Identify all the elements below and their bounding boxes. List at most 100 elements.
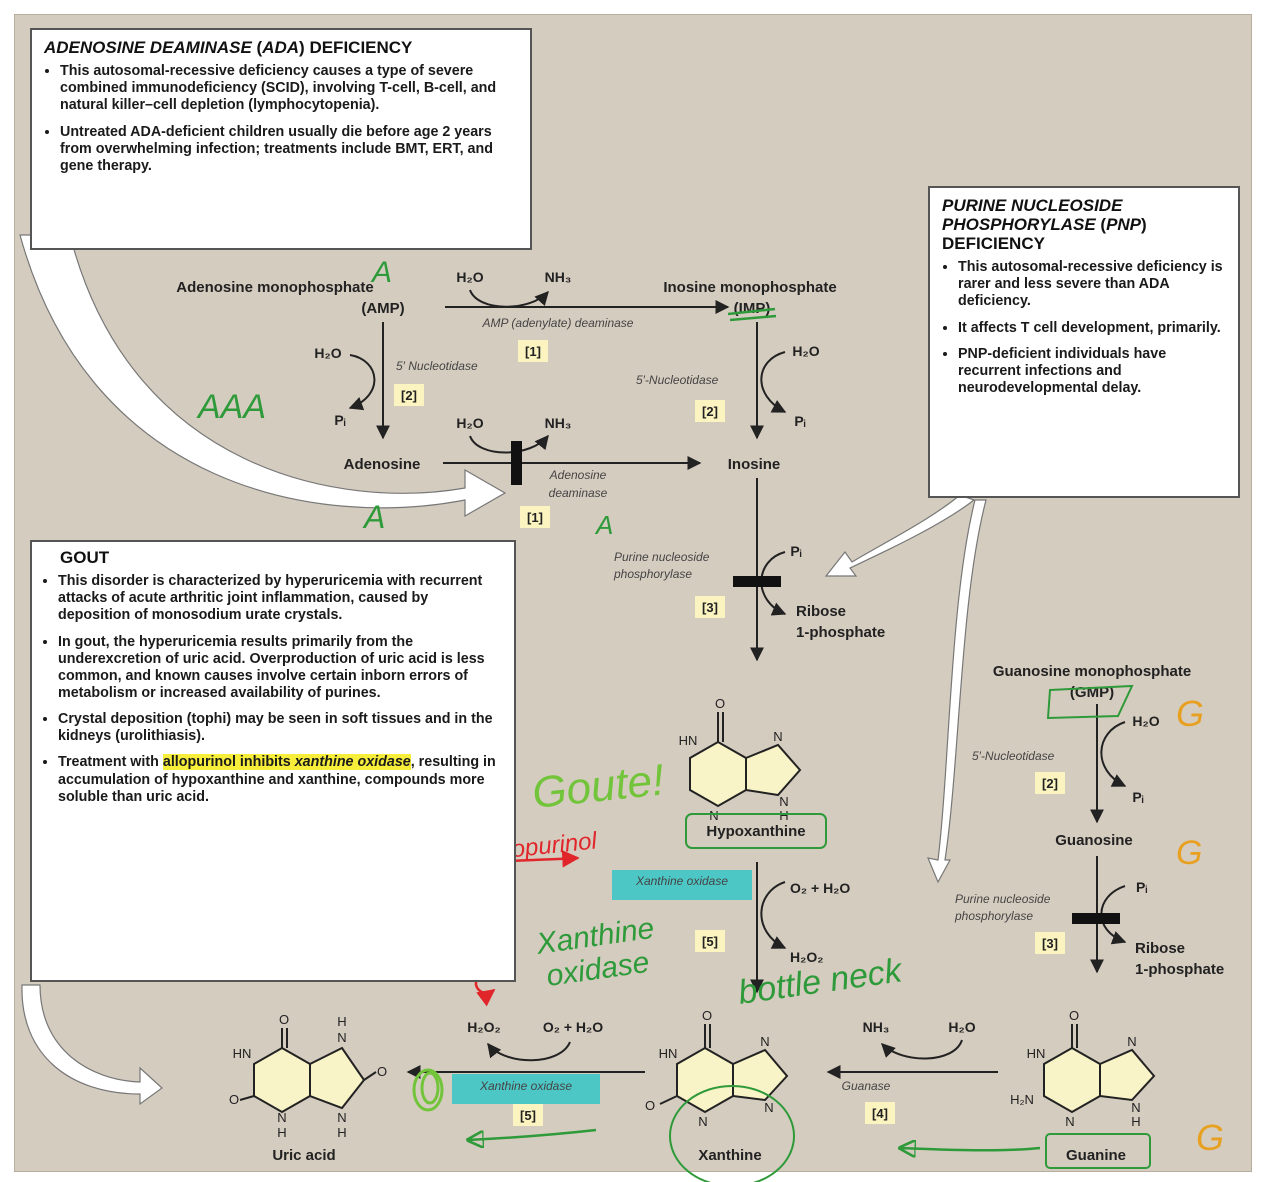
- nh3-guanase: NH₃: [863, 1019, 890, 1035]
- guanase-label: Guanase: [842, 1079, 891, 1093]
- svg-text:O: O: [377, 1064, 387, 1079]
- xo-top-cyan-highlight: [612, 870, 752, 900]
- step4-badge: [865, 1102, 895, 1124]
- svg-text:N: N: [764, 1100, 773, 1115]
- gmp-nucleotidase-label: 5′-Nucleotidase: [972, 749, 1055, 763]
- ink-guanine-box: [1045, 1133, 1151, 1169]
- svg-text:HN: HN: [659, 1046, 678, 1061]
- svg-text:HN: HN: [1027, 1046, 1046, 1061]
- pnp-to-inosine-arrow: [824, 494, 976, 577]
- gout-box-title: GOUT: [60, 548, 110, 567]
- svg-text:O: O: [229, 1092, 239, 1107]
- svg-text:H: H: [337, 1014, 346, 1029]
- xanthine-oxidase-highlight: xanthine oxidase: [294, 754, 411, 771]
- gmp-label: Guanosine monophosphate: [993, 663, 1191, 680]
- pnp-bullet-2: It affects T cell development, primarily…: [958, 320, 1228, 337]
- pnp-box-title: PURINE NUCLEOSIDE PHOSPHORYLASE (PNP) DE…: [942, 196, 1147, 254]
- nh3-ada: NH₃: [545, 415, 572, 431]
- h2o-amp-deaminase: H₂O: [456, 269, 483, 285]
- ink-red-down-arrow: [474, 868, 496, 1007]
- ink-g-guanine: G: [1196, 1117, 1224, 1158]
- ink-g-gmp: G: [1176, 693, 1204, 734]
- h2o2-bottom: H₂O₂: [467, 1019, 500, 1035]
- pnp-to-guanosine-arrow: [927, 499, 987, 884]
- nucleotidase-right-side-arrow: [760, 351, 787, 413]
- ink-guanine-to-xanthine-arrow: [900, 1148, 1041, 1150]
- h2o-right-nucleotidase: H₂O: [792, 343, 819, 359]
- ink-aaa: AAA: [196, 388, 266, 426]
- h2o-guanase: H₂O: [948, 1019, 975, 1035]
- amp-deaminase-label: AMP (adenylate) deaminase: [482, 316, 634, 330]
- step2-left: [2]: [401, 388, 417, 403]
- pi-pnp-top: Pᵢ: [790, 543, 801, 559]
- gout-curved-arrow: [21, 984, 163, 1106]
- guanosine-label: Guanosine: [1055, 832, 1133, 849]
- xo-top-side-arrow: [760, 881, 787, 949]
- pnp-bullet-1: This autosomal-recessive deficiency is r…: [958, 259, 1228, 310]
- gout-bullet-1: This disorder is characterized by hyperu…: [58, 573, 504, 624]
- nucleotidase-left-label: 5′ Nucleotidase: [396, 359, 478, 373]
- gmp-nucleotidase-side-arrow: [1100, 721, 1127, 787]
- xo-bottom-side-arrow: [487, 1041, 571, 1062]
- ink-xanthine-circle: [669, 1085, 795, 1182]
- ada-box-title: ADENOSINE DEAMINASE (ADA) DEFICIENCY: [44, 38, 413, 57]
- ink-xanthine-to-uric-arrow: [468, 1128, 597, 1140]
- pnp-block-bar-top: [733, 576, 781, 587]
- svg-text:N: N: [698, 1114, 707, 1129]
- step5-bottom-badge: [513, 1104, 543, 1126]
- amp-deaminase-side-arrow: [469, 289, 549, 308]
- gout-bullet-3: Crystal deposition (tophi) may be seen i…: [58, 711, 504, 745]
- step1-ada-badge: [520, 506, 550, 528]
- svg-text:H: H: [779, 808, 788, 823]
- ink-hypoxanthine-box: [685, 813, 827, 849]
- guanine-structure: O HN N H₂N N N H: [1010, 1008, 1156, 1129]
- h2o-left-nucleotidase: H₂O: [314, 345, 341, 361]
- xo-top-label: Xanthine oxidase: [635, 874, 728, 888]
- ribose1p-bottom-a: Ribose: [1135, 940, 1185, 957]
- amp-label: Adenosine monophosphate: [176, 279, 374, 296]
- ada-bullet-1: This autosomal-recessive deficiency caus…: [60, 63, 520, 114]
- ada-block-bar: [511, 441, 522, 485]
- ribose1p-bottom-b: 1-phosphate: [1135, 961, 1224, 978]
- xanthine-label: Xanthine: [698, 1147, 761, 1164]
- svg-text:H: H: [1131, 1114, 1140, 1129]
- ink-scribble-b: [420, 1071, 440, 1105]
- svg-text:HN: HN: [233, 1046, 252, 1061]
- ribose1p-top-a: Ribose: [796, 603, 846, 620]
- step4: [4]: [872, 1106, 888, 1121]
- gout-box: GOUT This disorder is characterized by h…: [30, 540, 516, 982]
- svg-text:N: N: [779, 794, 788, 809]
- svg-text:H₂N: H₂N: [1010, 1092, 1034, 1107]
- svg-text:O: O: [279, 1012, 289, 1027]
- svg-text:O: O: [645, 1098, 655, 1113]
- uric-acid-label: Uric acid: [272, 1147, 335, 1164]
- svg-text:N: N: [760, 1034, 769, 1049]
- svg-text:N: N: [337, 1110, 346, 1125]
- step5-top-badge: [695, 930, 725, 952]
- step1-ada: [1]: [527, 510, 543, 525]
- svg-text:O: O: [1069, 1008, 1079, 1023]
- step5-bottom: [5]: [520, 1108, 536, 1123]
- pnp-top-label-2: phosphorylase: [613, 567, 692, 581]
- h2o-ada: H₂O: [456, 415, 483, 431]
- svg-text:N: N: [1131, 1100, 1140, 1115]
- guanine-label: Guanine: [1066, 1147, 1126, 1164]
- pi-right-nucleotidase: Pᵢ: [794, 413, 805, 429]
- ink-a-adenosine: A: [362, 499, 385, 535]
- adenosine-label: Adenosine: [344, 456, 421, 473]
- step3-bottom-badge: [1035, 932, 1065, 954]
- ada-enzyme-label-2: deaminase: [549, 486, 608, 500]
- nucleotidase-left-side-arrow: [348, 354, 376, 411]
- pnp-bottom-label-1: Purine nucleoside: [955, 892, 1051, 906]
- step1-top: [1]: [525, 344, 541, 359]
- xo-bottom-label: Xanthine oxidase: [479, 1079, 572, 1093]
- guanase-side-arrow: [881, 1039, 963, 1060]
- svg-text:N: N: [1127, 1034, 1136, 1049]
- ribose1p-top-b: 1-phosphate: [796, 624, 885, 641]
- svg-text:H: H: [337, 1125, 346, 1140]
- amp-abbr: (AMP): [361, 300, 404, 317]
- pnp-bottom-label-2: phosphorylase: [954, 909, 1033, 923]
- nh3-amp-deaminase: NH₃: [545, 269, 572, 285]
